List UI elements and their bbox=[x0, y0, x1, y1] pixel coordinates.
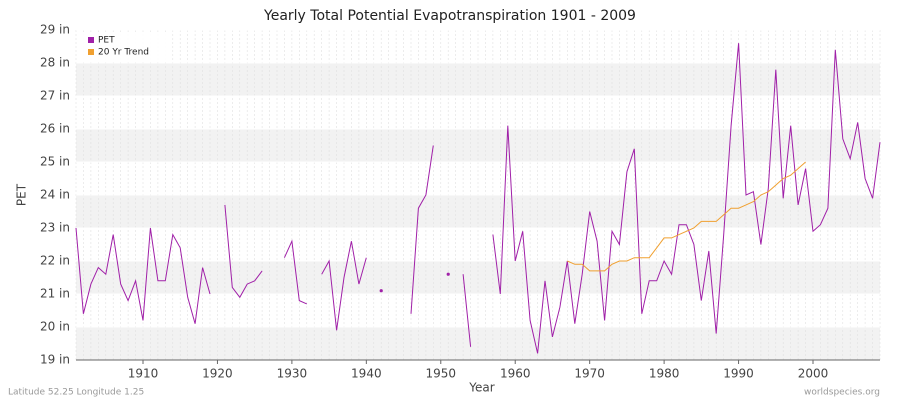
legend-box bbox=[82, 33, 166, 61]
y-axis-label: PET bbox=[15, 183, 29, 206]
x-tick-label: 2000 bbox=[798, 367, 829, 381]
legend-label: 20 Yr Trend bbox=[98, 48, 149, 58]
y-tick-label: 24 in bbox=[40, 188, 70, 202]
x-tick-label: 1920 bbox=[202, 367, 233, 381]
point bbox=[446, 272, 450, 276]
y-tick-label: 21 in bbox=[40, 287, 70, 301]
legend-label: PET bbox=[98, 36, 115, 46]
band bbox=[76, 129, 880, 162]
legend-swatch bbox=[88, 37, 94, 43]
x-tick-label: 1930 bbox=[277, 367, 308, 381]
x-tick-label: 1960 bbox=[500, 367, 531, 381]
x-tick-label: 1980 bbox=[649, 367, 680, 381]
y-tick-label: 19 in bbox=[40, 353, 70, 367]
footer-right: worldspecies.org bbox=[804, 388, 880, 398]
y-tick-label: 25 in bbox=[40, 155, 70, 169]
y-tick-label: 23 in bbox=[40, 221, 70, 235]
x-tick-label: 1970 bbox=[574, 367, 605, 381]
x-tick-label: 1990 bbox=[723, 367, 754, 381]
point bbox=[379, 289, 383, 293]
band bbox=[76, 261, 880, 294]
legend-swatch bbox=[88, 49, 94, 55]
chart-title: Yearly Total Potential Evapotranspiratio… bbox=[263, 8, 636, 24]
series-line bbox=[567, 161, 806, 272]
y-tick-label: 22 in bbox=[40, 254, 70, 268]
y-tick-label: 27 in bbox=[40, 89, 70, 103]
x-tick-label: 1950 bbox=[426, 367, 457, 381]
x-tick-label: 1910 bbox=[128, 367, 159, 381]
y-tick-label: 20 in bbox=[40, 320, 70, 334]
y-tick-label: 28 in bbox=[40, 56, 70, 70]
y-tick-label: 26 in bbox=[40, 122, 70, 136]
x-axis-label: Year bbox=[468, 381, 494, 395]
footer-left: Latitude 52.25 Longitude 1.25 bbox=[8, 388, 144, 398]
x-tick-label: 1940 bbox=[351, 367, 382, 381]
series-line bbox=[75, 43, 881, 354]
y-tick-label: 29 in bbox=[40, 23, 70, 37]
